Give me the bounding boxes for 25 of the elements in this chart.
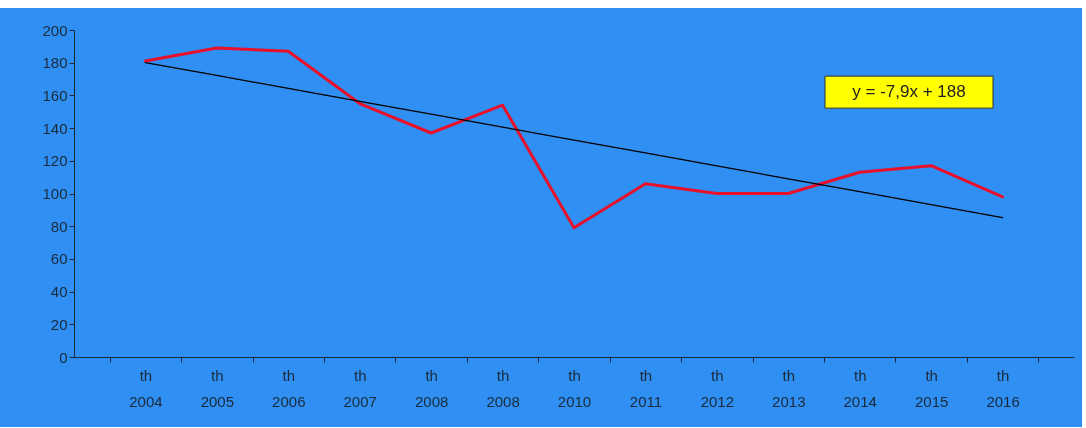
x-tick-label: th 2005: [200, 366, 235, 410]
y-tick-label: 80: [50, 217, 68, 235]
y-tick-label: 40: [50, 283, 68, 301]
x-tick-label: th 2010: [557, 366, 592, 410]
y-tick-label: 180: [42, 54, 68, 72]
x-tick-label: th 2008: [414, 366, 449, 410]
x-tick-label: th 2012: [700, 366, 735, 410]
y-tick-label: 60: [50, 250, 68, 268]
x-tick-label: th 2011: [629, 366, 663, 410]
y-tick-label: 20: [50, 315, 68, 333]
x-tick-label: th 2015: [914, 366, 949, 410]
x-tick-label: th 2007: [343, 366, 377, 410]
y-tick-label: 120: [42, 152, 68, 170]
y-tick-label: 100: [42, 185, 68, 202]
annotation: y = -7,9x + 188: [852, 82, 966, 102]
x-tick-label: th 2014: [843, 366, 877, 410]
y-tick-label: 160: [42, 86, 68, 104]
x-tick-label: th 2013: [772, 366, 806, 410]
x-tick-label: th 2016: [986, 366, 1020, 410]
y-tick-label: 0: [59, 348, 68, 366]
x-tick-label: th 2008: [486, 366, 520, 410]
y-tick-label: 200: [42, 21, 68, 39]
x-tick-label: th 2006: [272, 366, 306, 410]
y-tick-label: 140: [42, 119, 68, 137]
x-tick-label: th 2004: [129, 366, 163, 410]
